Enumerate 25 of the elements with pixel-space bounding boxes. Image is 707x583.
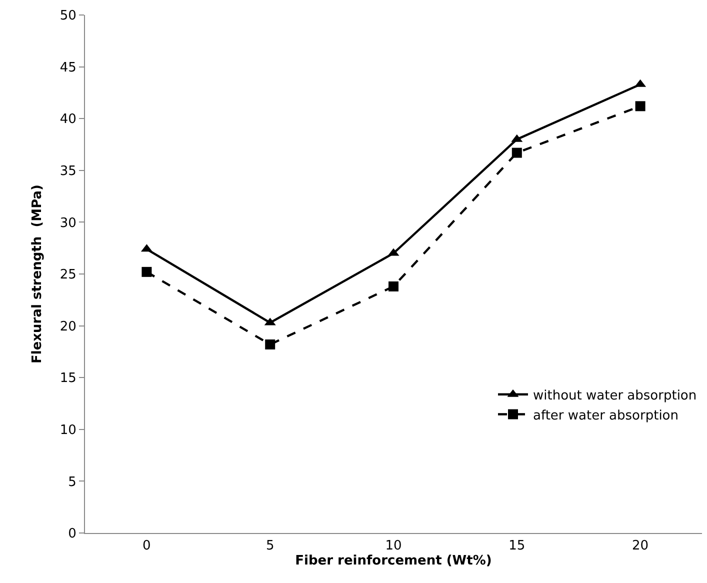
point (265, 339, 276, 350)
legend-label: after water absorption (533, 408, 679, 424)
x-tick-label: 0 (142, 538, 151, 554)
x-tick-label: 15 (508, 538, 526, 554)
y-tick-label: 25 (60, 268, 76, 283)
y-tick-label: 0 (68, 526, 76, 542)
y-tick-label: 40 (60, 112, 76, 128)
legend-label: without water absorption (533, 388, 697, 404)
y-tick-label: 20 (60, 319, 76, 334)
y-tick-label: 10 (60, 422, 76, 438)
point (388, 281, 398, 292)
x-axis-title: Fiber reinforcement (Wt%) (295, 554, 492, 569)
y-tick-label: 50 (60, 8, 76, 24)
point (635, 101, 646, 112)
y-tick-label: 5 (68, 474, 76, 490)
x-tick-label: 5 (266, 538, 274, 554)
y-tick-label: 30 (60, 216, 76, 231)
y-axis-title: Flexural strength (MPa) (30, 184, 45, 364)
y-tick-label: 15 (60, 371, 76, 386)
y-tick-label: 45 (60, 60, 76, 76)
y-tick-label: 35 (60, 164, 76, 179)
x-tick-label: 10 (385, 538, 402, 554)
point (512, 148, 522, 158)
point (142, 266, 152, 277)
x-tick-label: 20 (632, 538, 649, 554)
